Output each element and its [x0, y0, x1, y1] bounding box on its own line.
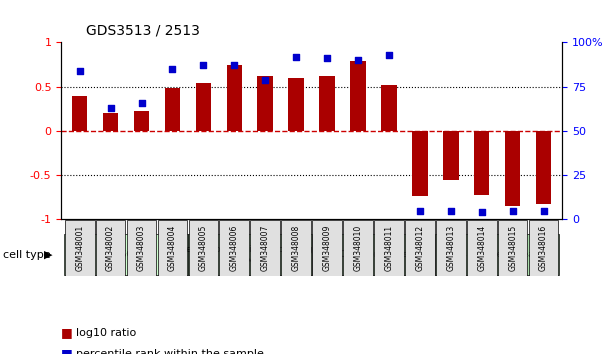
Point: [477, 210, 486, 215]
Bar: [165, 88, 180, 131]
FancyBboxPatch shape: [65, 220, 95, 275]
Bar: [350, 61, 366, 131]
Bar: [536, 131, 551, 204]
Point: [322, 56, 332, 61]
Text: GSM348015: GSM348015: [508, 225, 517, 271]
Point: [229, 63, 239, 68]
Text: GSM348005: GSM348005: [199, 224, 208, 271]
Text: GSM348004: GSM348004: [168, 224, 177, 271]
Point: [446, 208, 456, 213]
Point: [291, 54, 301, 59]
Bar: [320, 76, 335, 131]
Text: GSM348007: GSM348007: [261, 224, 269, 271]
FancyBboxPatch shape: [219, 220, 249, 275]
Bar: [443, 131, 458, 180]
Text: GDS3513 / 2513: GDS3513 / 2513: [86, 23, 199, 37]
FancyBboxPatch shape: [281, 220, 311, 275]
Point: [415, 208, 425, 213]
FancyBboxPatch shape: [467, 220, 497, 275]
Text: embryoid bodies w/ beating
CMs: embryoid bodies w/ beating CMs: [186, 245, 313, 264]
Text: GSM348011: GSM348011: [384, 225, 393, 271]
Text: GSM348002: GSM348002: [106, 225, 115, 271]
Text: ■: ■: [61, 348, 73, 354]
Text: GSM348006: GSM348006: [230, 224, 239, 271]
Text: CMs from ESCs: CMs from ESCs: [340, 250, 408, 259]
FancyBboxPatch shape: [158, 220, 188, 275]
Bar: [474, 131, 489, 195]
Text: GSM348013: GSM348013: [446, 225, 455, 271]
Point: [106, 105, 115, 111]
Text: GSM348012: GSM348012: [415, 225, 425, 271]
FancyBboxPatch shape: [64, 234, 188, 275]
Bar: [257, 76, 273, 131]
Text: GSM348009: GSM348009: [323, 224, 332, 271]
Text: cell type: cell type: [3, 250, 51, 260]
FancyBboxPatch shape: [436, 220, 466, 275]
Point: [75, 68, 84, 74]
Point: [260, 77, 270, 82]
Bar: [134, 111, 149, 131]
Point: [508, 208, 518, 213]
Text: ■: ■: [61, 326, 73, 339]
Point: [167, 66, 177, 72]
Bar: [227, 65, 242, 131]
Text: GSM348001: GSM348001: [75, 225, 84, 271]
Text: GSM348008: GSM348008: [291, 225, 301, 271]
Point: [137, 100, 147, 105]
Text: CMs from fetal hearts: CMs from fetal hearts: [448, 250, 546, 259]
Bar: [381, 85, 397, 131]
Text: GSM348010: GSM348010: [354, 225, 362, 271]
FancyBboxPatch shape: [343, 220, 373, 275]
Point: [199, 63, 208, 68]
FancyBboxPatch shape: [498, 220, 527, 275]
Text: log10 ratio: log10 ratio: [76, 328, 137, 338]
FancyBboxPatch shape: [189, 220, 218, 275]
FancyBboxPatch shape: [126, 220, 156, 275]
Bar: [196, 83, 211, 131]
Bar: [103, 113, 119, 131]
FancyBboxPatch shape: [312, 220, 342, 275]
Text: GSM348016: GSM348016: [539, 225, 548, 271]
FancyBboxPatch shape: [96, 220, 125, 275]
FancyBboxPatch shape: [405, 220, 434, 275]
FancyBboxPatch shape: [251, 220, 280, 275]
Point: [353, 57, 363, 63]
Text: GSM348003: GSM348003: [137, 224, 146, 271]
Text: ESCs: ESCs: [115, 250, 137, 259]
Point: [539, 208, 549, 213]
FancyBboxPatch shape: [312, 234, 435, 275]
Point: [384, 52, 394, 58]
FancyBboxPatch shape: [188, 234, 312, 275]
Bar: [72, 96, 87, 131]
Text: GSM348014: GSM348014: [477, 225, 486, 271]
FancyBboxPatch shape: [529, 220, 558, 275]
FancyBboxPatch shape: [435, 234, 559, 275]
Bar: [505, 131, 521, 206]
FancyBboxPatch shape: [374, 220, 404, 275]
Text: ▶: ▶: [44, 250, 53, 260]
Bar: [288, 78, 304, 131]
Text: percentile rank within the sample: percentile rank within the sample: [76, 349, 264, 354]
Bar: [412, 131, 428, 195]
